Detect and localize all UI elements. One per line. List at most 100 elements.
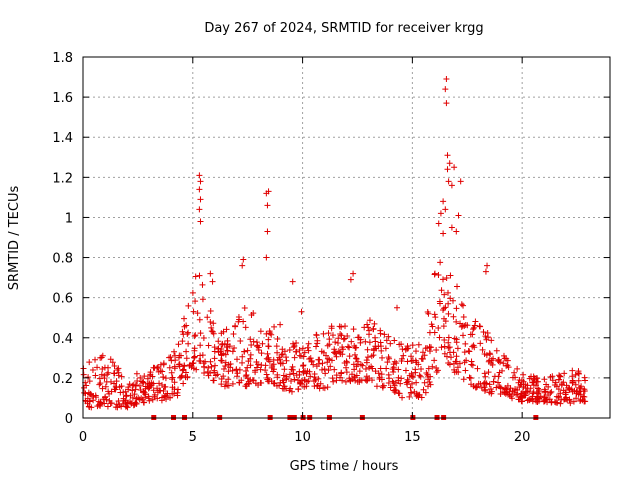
data-point [499, 367, 506, 374]
data-point [502, 385, 509, 392]
data-point [497, 391, 504, 398]
data-point [534, 375, 541, 382]
data-point [441, 343, 448, 350]
data-point [467, 375, 474, 382]
data-point [408, 372, 415, 379]
data-point [117, 389, 124, 396]
data-point [566, 386, 573, 393]
data-point [114, 366, 121, 373]
data-point [307, 373, 314, 380]
data-point [99, 385, 106, 392]
data-point [129, 387, 136, 394]
data-point [234, 356, 241, 363]
data-point [488, 357, 495, 364]
data-point [519, 395, 526, 402]
data-point [419, 349, 426, 356]
data-point [569, 379, 576, 386]
x-tick-label: 20 [514, 430, 531, 445]
data-point [433, 347, 440, 354]
data-point [257, 379, 264, 386]
data-point [417, 373, 424, 380]
data-point [135, 394, 142, 401]
data-point [489, 361, 496, 368]
data-point [231, 345, 238, 352]
data-point [448, 224, 455, 231]
data-point [445, 300, 452, 307]
data-point [479, 346, 486, 353]
data-point [81, 389, 88, 396]
data-point [293, 339, 300, 346]
data-point [229, 348, 236, 355]
data-point [166, 394, 173, 401]
data-point [482, 268, 489, 275]
data-point [454, 283, 461, 290]
data-point [196, 172, 203, 179]
data-point [460, 314, 467, 321]
data-point [326, 341, 333, 348]
y-tick-label: 0.2 [52, 372, 73, 387]
data-point [352, 344, 359, 351]
data-point [142, 394, 149, 401]
data-point [409, 342, 416, 349]
data-point [514, 365, 521, 372]
data-point [541, 386, 548, 393]
data-point [364, 354, 371, 361]
data-point [324, 359, 331, 366]
data-point [175, 386, 182, 393]
data-point [377, 327, 384, 334]
data-point [572, 381, 579, 388]
data-point [377, 365, 384, 372]
data-point [271, 366, 278, 373]
data-point [218, 375, 225, 382]
data-point [486, 381, 493, 388]
data-point [162, 383, 169, 390]
data-point [160, 374, 167, 381]
data-point [209, 278, 216, 285]
data-point [259, 340, 266, 347]
data-point [320, 330, 327, 337]
data-point [199, 281, 206, 288]
data-point [289, 363, 296, 370]
data-point [457, 320, 464, 327]
data-point [470, 324, 477, 331]
data-point [373, 345, 380, 352]
data-point [324, 384, 331, 391]
data-point [258, 350, 265, 357]
data-point [497, 385, 504, 392]
data-point [307, 355, 314, 362]
data-point [181, 315, 188, 322]
data-point [424, 309, 431, 316]
data-point [365, 324, 372, 331]
data-point [304, 344, 311, 351]
data-point [205, 364, 212, 371]
data-point [97, 380, 104, 387]
data-point [453, 358, 460, 365]
data-point [337, 374, 344, 381]
data-point [201, 370, 208, 377]
data-point [274, 336, 281, 343]
data-point [271, 323, 278, 330]
data-point [151, 391, 158, 398]
data-point [577, 396, 584, 403]
data-point [317, 380, 324, 387]
data-point [179, 338, 186, 345]
data-point [333, 353, 340, 360]
data-point [102, 383, 109, 390]
data-point [323, 352, 330, 359]
data-point [448, 182, 455, 189]
data-point [383, 365, 390, 372]
data-point [474, 365, 481, 372]
data-point [436, 334, 443, 341]
data-point [246, 380, 253, 387]
data-point [385, 354, 392, 361]
data-point [280, 372, 287, 379]
data-point [413, 379, 420, 386]
data-point [453, 305, 460, 312]
data-point [283, 354, 290, 361]
data-point [241, 348, 248, 355]
data-point [420, 386, 427, 393]
data-point [465, 347, 472, 354]
data-point [431, 357, 438, 364]
data-point [350, 326, 357, 333]
data-point [115, 398, 122, 405]
